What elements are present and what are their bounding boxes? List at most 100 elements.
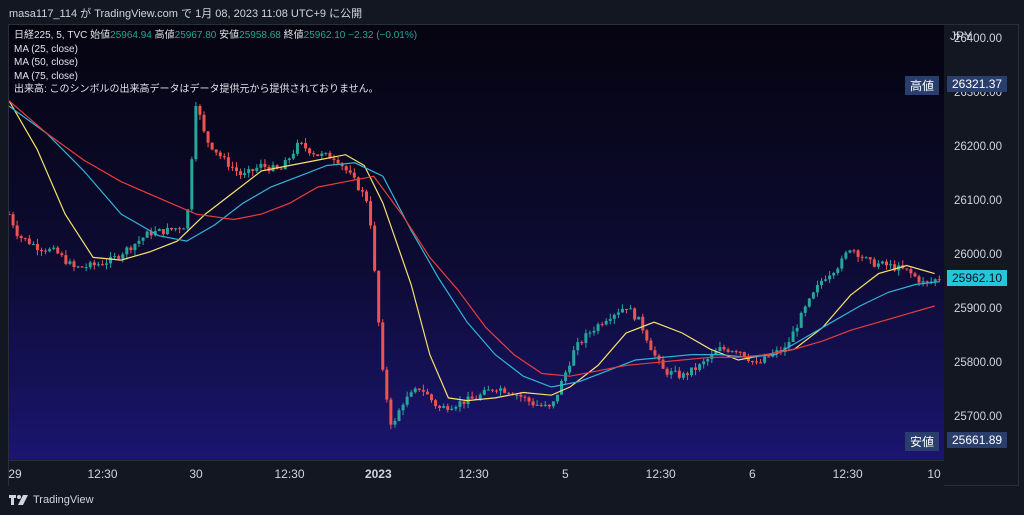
candle-body: [96, 264, 100, 266]
candle-body: [499, 388, 503, 391]
candle-body: [312, 153, 316, 155]
candle-body: [832, 272, 836, 276]
candle-body: [332, 158, 336, 160]
plot-area[interactable]: [9, 25, 944, 460]
candle-body: [352, 172, 356, 178]
candle-body: [409, 392, 413, 397]
time-tick-label: 12:30: [832, 467, 863, 481]
ma-line-50: [9, 105, 940, 388]
candle-body: [279, 168, 283, 170]
candle-body: [113, 256, 117, 258]
candle-body: [64, 255, 68, 264]
high-label: 高値: [154, 30, 175, 41]
candle-body: [555, 394, 559, 402]
candle-body: [417, 388, 421, 390]
candle-body: [653, 350, 657, 356]
candle-body: [344, 166, 348, 171]
price-tick-label: 26400.00: [954, 33, 1002, 46]
candle-body: [702, 361, 706, 365]
candle-body: [15, 225, 19, 237]
legend-ma50[interactable]: MA (50, close): [14, 57, 78, 68]
time-axis[interactable]: 29 12:30 30 12:30 2023 12:30 5 12:30 6 12:30 10: [8, 460, 944, 487]
candle-body: [222, 156, 226, 158]
candle-body: [458, 401, 462, 407]
candle-body: [291, 153, 295, 159]
candle-body: [413, 388, 417, 393]
candle-body: [72, 261, 76, 267]
time-tick-label: 12:30: [87, 467, 118, 481]
candle-body: [397, 410, 401, 421]
price-tick-label: 26000.00: [954, 249, 1002, 262]
candle-body: [320, 153, 324, 157]
open-value: 25964.94: [110, 30, 152, 41]
candle-body: [872, 259, 876, 267]
time-tick-label: 2023: [364, 467, 392, 481]
candle-body: [141, 237, 145, 241]
time-tick-label: 5: [561, 467, 569, 481]
candle-body: [373, 225, 377, 271]
candle-body: [178, 228, 182, 230]
candle-body: [876, 263, 880, 267]
candle-body: [523, 396, 527, 398]
candle-body: [145, 231, 149, 238]
footer-brand[interactable]: TradingView: [9, 494, 94, 506]
candle-body: [710, 354, 714, 360]
candle-body: [239, 171, 243, 176]
candle-body: [470, 396, 474, 399]
candle-body: [933, 279, 937, 282]
candle-body: [746, 356, 750, 362]
candle-body: [787, 341, 791, 348]
candle-body: [564, 372, 568, 382]
candle-body: [308, 148, 312, 154]
ohlc-row: 日経225, 5, TVC 始値25964.94 高値25967.80 安値25…: [14, 29, 417, 43]
currency-label[interactable]: JPY: [950, 29, 973, 43]
low-price-tag-value: 25661.89: [947, 432, 1008, 449]
candle-body: [446, 406, 450, 410]
candle-body: [401, 404, 405, 411]
candle-body: [917, 276, 921, 283]
candle-body: [734, 351, 738, 353]
candle-body: [645, 330, 649, 341]
candle-body: [336, 159, 340, 164]
candle-body: [616, 312, 620, 315]
time-tick-label: 10: [927, 467, 941, 481]
candle-body: [868, 257, 872, 260]
candle-body: [369, 201, 373, 226]
legend-ma25[interactable]: MA (25, close): [14, 43, 78, 55]
chart-legend: 日経225, 5, TVC 始値25964.94 高値25967.80 安値25…: [14, 29, 417, 97]
candle-body: [405, 396, 409, 405]
candle-body: [608, 318, 612, 321]
candle-body: [275, 165, 279, 169]
candle-body: [486, 389, 490, 391]
candle-body: [840, 258, 844, 269]
candle-body: [92, 262, 96, 266]
candle-body: [60, 253, 64, 256]
candle-body: [913, 273, 917, 277]
candle-body: [584, 333, 588, 344]
candle-body: [820, 280, 824, 286]
candle-body: [519, 394, 523, 397]
low-label: 安値: [219, 30, 240, 41]
candle-body: [226, 157, 230, 167]
candle-body: [937, 279, 941, 281]
price-tick-label: 25700.00: [954, 411, 1002, 424]
candle-body: [11, 214, 15, 226]
candle-body: [681, 373, 685, 378]
candle-body: [44, 250, 48, 252]
candle-body: [718, 347, 722, 352]
candle-body: [202, 114, 206, 132]
candle-body: [454, 406, 458, 409]
candle-body: [690, 367, 694, 376]
price-chart[interactable]: [9, 25, 944, 460]
candle-body: [482, 389, 486, 395]
candle-body: [864, 257, 868, 259]
candle-body: [860, 256, 864, 258]
candle-body: [190, 159, 194, 210]
candle-body: [251, 169, 255, 171]
legend-ma75[interactable]: MA (75, close): [14, 70, 78, 82]
candle-body: [478, 394, 482, 400]
candle-body: [811, 292, 815, 299]
candle-body: [48, 248, 52, 252]
ma-line-75: [9, 100, 935, 377]
candle-body: [328, 152, 332, 159]
